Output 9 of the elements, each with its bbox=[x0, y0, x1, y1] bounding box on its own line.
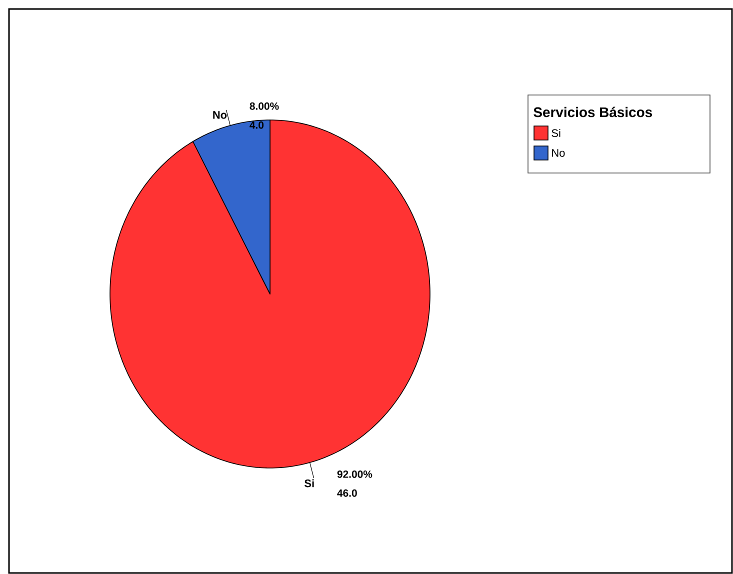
data-label: 46.0 bbox=[337, 489, 357, 497]
text: 92.00% bbox=[337, 470, 372, 478]
legend-label: Si bbox=[552, 128, 560, 138]
legend-label: No bbox=[552, 149, 565, 157]
data-label: 4.0 bbox=[250, 121, 264, 129]
slice-label: No bbox=[213, 111, 227, 119]
slice-label: Si bbox=[304, 479, 314, 488]
text: 8.00% bbox=[250, 102, 279, 110]
legend-title: Servicios Básicos bbox=[534, 106, 652, 118]
